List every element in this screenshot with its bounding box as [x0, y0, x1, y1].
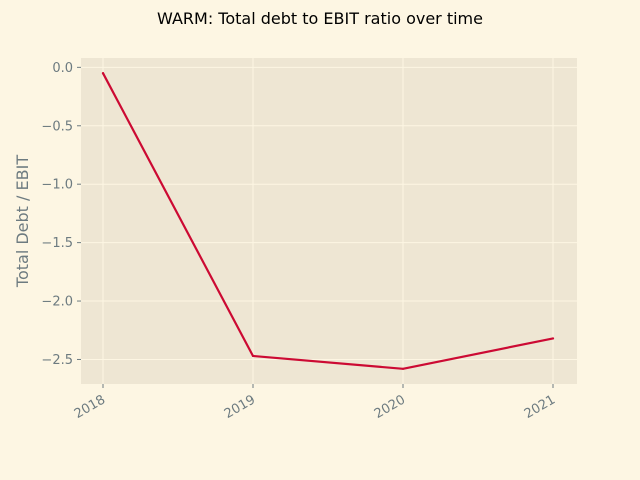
- data-point: [101, 72, 105, 75]
- x-tick-label: 2020: [372, 392, 408, 422]
- x-tick-label: 2018: [72, 392, 108, 422]
- series-layer: [101, 72, 555, 370]
- y-tick-label: −2.5: [41, 353, 73, 368]
- plot-area: [81, 58, 577, 384]
- y-axis-label: Total Debt / EBIT: [13, 155, 32, 288]
- x-tick-label: 2021: [522, 392, 558, 422]
- data-point: [401, 367, 405, 370]
- chart-title: WARM: Total debt to EBIT ratio over time: [157, 9, 483, 28]
- series-line: [101, 72, 555, 370]
- x-tick-label: 2019: [222, 392, 258, 422]
- grid: [81, 58, 577, 384]
- y-tick-label: −1.5: [41, 236, 73, 251]
- y-tick-label: 0.0: [52, 61, 73, 76]
- y-tick-label: −1.0: [41, 178, 73, 193]
- x-axis: 2018 2019 2020 2021: [72, 384, 558, 422]
- data-point: [251, 354, 255, 358]
- y-tick-label: −2.0: [41, 295, 73, 310]
- data-point: [551, 337, 555, 340]
- y-axis: 0.0 −0.5 −1.0 −1.5 −2.0 −2.5: [41, 61, 81, 368]
- y-tick-label: −0.5: [41, 119, 73, 134]
